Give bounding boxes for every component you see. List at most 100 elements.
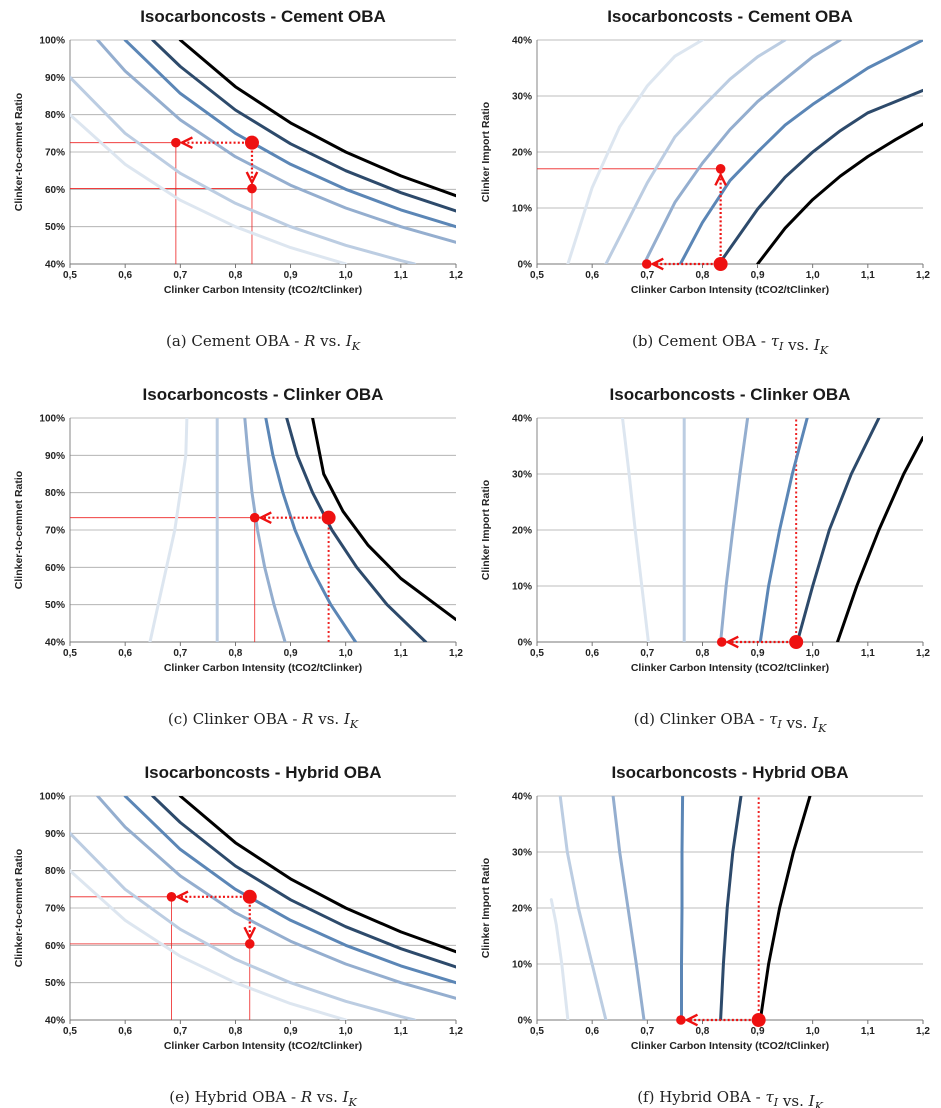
- x-axis-label: Clinker Carbon Intensity (tCO2/tClinker): [631, 1040, 829, 1052]
- y-tick-label: 20%: [512, 904, 532, 915]
- isocost-curve-3: [96, 796, 456, 1000]
- y-tick-label: 10%: [512, 960, 532, 971]
- y-tick-label: 40%: [512, 792, 532, 803]
- point-marker: [751, 1013, 766, 1027]
- y-tick-label: 30%: [512, 470, 532, 481]
- chart-title: Isocarboncosts - Hybrid OBA: [144, 763, 381, 782]
- isocost-curve-6: [756, 122, 923, 264]
- y-axis-label: Clinker Import Ratio: [480, 102, 492, 202]
- isocost-curve-3: [96, 40, 456, 244]
- y-tick-label: 90%: [45, 451, 65, 462]
- chart-panel-c: Isocarboncosts - Clinker OBA 40% 50% 60% 70%…: [13, 385, 463, 731]
- y-tick-label: 10%: [512, 204, 532, 215]
- isocost-curve-1: [621, 418, 650, 642]
- x-tick-label: 0,5: [530, 1026, 544, 1037]
- subfigure-caption: (c) Clinker OBA - R vs. IK: [168, 710, 359, 731]
- x-axis-label: Clinker Carbon Intensity (tCO2/tClinker): [164, 1040, 362, 1052]
- isocost-curve-1: [70, 869, 348, 1020]
- y-tick-label: 90%: [45, 73, 65, 84]
- y-tick-label: 40%: [512, 36, 532, 47]
- y-tick-label: 30%: [512, 92, 532, 103]
- point-marker: [242, 889, 257, 904]
- x-tick-label: 0,8: [695, 648, 709, 659]
- isocost-curve-1: [148, 418, 189, 642]
- y-tick-label: 50%: [45, 600, 65, 611]
- y-tick-label: 40%: [45, 638, 65, 649]
- isocost-curve-4: [123, 40, 456, 229]
- x-axis-label: Clinker Carbon Intensity (tCO2/tClinker): [164, 662, 362, 674]
- subfigure-caption: (d) Clinker OBA - τI vs. IK: [634, 710, 828, 735]
- chart-panel-b: Isocarboncosts - Cement OBA 0% 10% 20% 30% 40…: [480, 7, 930, 357]
- chart-panel-a: Isocarboncosts - Cement OBA 40% 50% 60% 70% 8…: [13, 7, 463, 353]
- point-marker: [244, 939, 255, 949]
- isocost-curve-2: [604, 40, 787, 264]
- y-tick-label: 10%: [512, 582, 532, 593]
- isocost-curve-4: [123, 796, 456, 985]
- x-tick-label: 1,1: [861, 648, 875, 659]
- x-axis-label: Clinker Carbon Intensity (tCO2/tClinker): [164, 284, 362, 296]
- isocost-curve-3: [243, 418, 287, 642]
- y-axis-label: Clinker Import Ratio: [480, 858, 492, 958]
- x-tick-label: 1,0: [806, 648, 820, 659]
- x-tick-label: 0,7: [173, 1026, 187, 1037]
- point-marker: [249, 512, 260, 523]
- isocost-curve-5: [719, 796, 743, 1020]
- y-tick-label: 20%: [512, 526, 532, 537]
- isocost-curve-2: [70, 831, 417, 1020]
- x-axis-label: Clinker Carbon Intensity (tCO2/tClinker): [631, 662, 829, 674]
- point-marker: [244, 135, 259, 150]
- point-marker: [676, 1015, 686, 1025]
- isocost-curve-1: [70, 113, 348, 264]
- y-tick-label: 0%: [518, 638, 533, 649]
- y-tick-label: 30%: [512, 848, 532, 859]
- isocost-curve-5: [151, 40, 456, 213]
- x-tick-label: 0,7: [173, 270, 187, 281]
- x-tick-label: 0,6: [585, 270, 599, 281]
- chart-title: Isocarboncosts - Cement OBA: [140, 7, 386, 26]
- x-tick-label: 1,2: [916, 648, 930, 659]
- y-tick-label: 40%: [45, 1016, 65, 1027]
- chart-title: Isocarboncosts - Cement OBA: [607, 7, 853, 26]
- x-tick-label: 0,9: [284, 270, 298, 281]
- x-tick-label: 0,6: [585, 1026, 599, 1037]
- x-tick-label: 1,0: [339, 270, 353, 281]
- point-marker: [171, 137, 181, 148]
- chart-panel-d: Isocarboncosts - Clinker OBA 0% 10% 20% 30% 4…: [480, 385, 930, 735]
- x-tick-label: 0,7: [640, 270, 654, 281]
- point-marker: [789, 635, 804, 649]
- isocost-curve-4: [264, 418, 358, 642]
- isocost-curve-3: [611, 796, 646, 1020]
- y-axis-label: Clinker Import Ratio: [480, 480, 492, 580]
- isocost-curve-5: [151, 796, 456, 969]
- y-tick-label: 0%: [518, 260, 533, 271]
- y-tick-label: 100%: [39, 36, 65, 47]
- isocost-curve-5: [717, 88, 923, 264]
- y-tick-label: 60%: [45, 185, 65, 196]
- y-tick-label: 80%: [45, 866, 65, 877]
- point-marker: [713, 257, 728, 271]
- x-tick-label: 0,5: [530, 648, 544, 659]
- subfigure-caption: (e) Hybrid OBA - R vs. IK: [169, 1088, 357, 1108]
- x-tick-label: 0,5: [63, 648, 77, 659]
- x-tick-label: 0,5: [63, 1026, 77, 1037]
- y-tick-label: 70%: [45, 904, 65, 915]
- y-tick-label: 70%: [45, 526, 65, 537]
- chart-panel-e: Isocarboncosts - Hybrid OBA 40% 50% 60% 70% 8…: [13, 763, 463, 1108]
- isocost-curve-3: [719, 418, 750, 642]
- subfigure-caption: (a) Cement OBA - R vs. IK: [166, 332, 361, 353]
- x-tick-label: 0,9: [751, 1026, 765, 1037]
- x-tick-label: 0,8: [228, 1026, 242, 1037]
- x-tick-label: 0,7: [173, 648, 187, 659]
- isocost-curve-5: [285, 418, 428, 642]
- y-tick-label: 60%: [45, 941, 65, 952]
- x-tick-label: 0,6: [118, 648, 132, 659]
- x-tick-label: 0,9: [284, 1026, 298, 1037]
- y-tick-label: 100%: [39, 414, 65, 425]
- isocost-curve-1: [566, 40, 704, 264]
- isocost-curve-1: [549, 898, 570, 1020]
- y-tick-label: 40%: [512, 414, 532, 425]
- x-tick-label: 0,8: [695, 270, 709, 281]
- x-axis-label: Clinker Carbon Intensity (tCO2/tClinker): [631, 284, 829, 296]
- x-tick-label: 0,8: [228, 270, 242, 281]
